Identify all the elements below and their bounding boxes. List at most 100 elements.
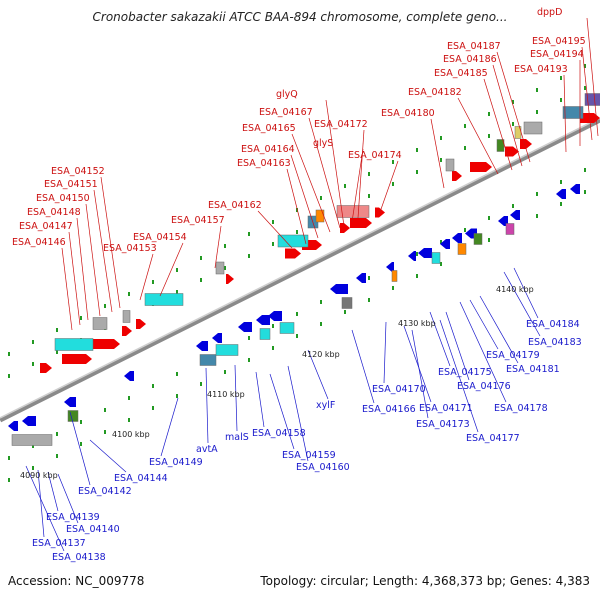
gene-label-top[interactable]: ESA_04147 xyxy=(19,221,73,232)
gene-label-bottom[interactable]: ESA_04142 xyxy=(78,486,132,497)
gene-forward-2[interactable] xyxy=(92,339,120,349)
gene-box-top-5[interactable] xyxy=(277,234,309,248)
gene-label-bottom[interactable]: ESA_04178 xyxy=(494,403,548,414)
gene-box-bottom-4[interactable] xyxy=(259,328,271,340)
gene-box-bottom-7[interactable] xyxy=(391,270,398,282)
gene-label-bottom[interactable]: ESA_04183 xyxy=(528,337,582,348)
gene-label-bottom[interactable]: xylF xyxy=(316,400,335,411)
gene-forward-6[interactable] xyxy=(285,248,301,259)
gene-label-top[interactable]: ESA_04150 xyxy=(36,193,90,204)
gene-reverse-19[interactable] xyxy=(556,189,566,199)
gene-reverse-10[interactable] xyxy=(356,273,366,283)
gene-box-top-7[interactable] xyxy=(315,209,325,223)
gene-label-bottom[interactable]: ESA_04160 xyxy=(296,462,350,473)
gene-box-top-2[interactable] xyxy=(144,293,184,306)
gene-forward-14[interactable] xyxy=(520,139,532,149)
gene-box-bottom-9[interactable] xyxy=(457,243,467,255)
gene-reverse-0[interactable] xyxy=(8,421,18,431)
gene-label-bottom[interactable]: ESA_04173 xyxy=(416,419,470,430)
gene-label-top[interactable]: glyQ xyxy=(276,89,298,100)
gene-forward-1[interactable] xyxy=(62,354,92,364)
gene-reverse-1[interactable] xyxy=(22,416,36,426)
gene-label-bottom[interactable]: ESA_04170 xyxy=(372,384,426,395)
gene-box-top-10[interactable] xyxy=(496,139,505,152)
gene-box-top-9[interactable] xyxy=(445,158,455,172)
gene-box-top-3[interactable] xyxy=(122,310,131,323)
gene-reverse-8[interactable] xyxy=(268,311,282,321)
gene-box-bottom-10[interactable] xyxy=(473,233,483,245)
gene-box-bottom-1[interactable] xyxy=(67,410,79,422)
gene-label-bottom[interactable]: ESA_04137 xyxy=(32,538,86,549)
gene-label-bottom[interactable]: ESA_04179 xyxy=(486,350,540,361)
gene-forward-4[interactable] xyxy=(136,319,146,329)
gene-forward-3[interactable] xyxy=(122,326,132,336)
gene-label-top[interactable]: ESA_04164 xyxy=(241,144,295,155)
gene-label-top[interactable]: ESA_04180 xyxy=(381,108,435,119)
gene-label-bottom[interactable]: ESA_04140 xyxy=(66,524,120,535)
gene-label-bottom[interactable]: ESA_04144 xyxy=(114,473,168,484)
gene-reverse-15[interactable] xyxy=(452,233,462,243)
gene-label-top[interactable]: ESA_04194 xyxy=(530,49,584,60)
gene-label-top[interactable]: ESA_04151 xyxy=(44,179,98,190)
gene-box-top-4[interactable] xyxy=(215,261,225,275)
gene-reverse-13[interactable] xyxy=(418,248,432,258)
gene-forward-11[interactable] xyxy=(452,171,462,181)
gene-box-bottom-3[interactable] xyxy=(215,344,239,356)
gene-label-top[interactable]: ESA_04153 xyxy=(103,243,157,254)
gene-label-top[interactable]: ESA_04165 xyxy=(242,123,296,134)
gene-reverse-6[interactable] xyxy=(238,322,252,332)
gene-label-top[interactable]: ESA_04162 xyxy=(208,200,262,211)
gene-label-bottom[interactable]: ESA_04166 xyxy=(362,404,416,415)
gene-label-bottom[interactable]: ESA_04159 xyxy=(282,450,336,461)
gene-label-top[interactable]: ESA_04172 xyxy=(314,119,368,130)
gene-reverse-5[interactable] xyxy=(212,333,222,343)
gene-label-top[interactable]: ESA_04182 xyxy=(408,87,462,98)
gene-label-bottom[interactable]: ESA_04175 xyxy=(438,367,492,378)
gene-label-top[interactable]: glyS xyxy=(313,138,333,149)
gene-reverse-7[interactable] xyxy=(256,315,270,325)
gene-label-bottom[interactable]: ESA_04139 xyxy=(46,512,100,523)
gene-box-bottom-0[interactable] xyxy=(11,434,53,446)
gene-label-top[interactable]: ESA_04148 xyxy=(27,207,81,218)
gene-label-top[interactable]: ESA_04193 xyxy=(514,64,568,75)
gene-label-top[interactable]: ESA_04174 xyxy=(348,150,402,161)
gene-forward-5[interactable] xyxy=(226,274,234,284)
gene-label-top[interactable]: ESA_04163 xyxy=(237,158,291,169)
gene-label-bottom[interactable]: ESA_04181 xyxy=(506,364,560,375)
gene-label-bottom[interactable]: ESA_04184 xyxy=(526,319,580,330)
gene-reverse-9[interactable] xyxy=(330,284,348,294)
gene-box-bottom-6[interactable] xyxy=(341,297,353,309)
gene-label-bottom[interactable]: ESA_04171 xyxy=(419,403,473,414)
gene-reverse-4[interactable] xyxy=(196,341,208,351)
gene-label-top[interactable]: ESA_04187 xyxy=(447,41,501,52)
gene-forward-13[interactable] xyxy=(505,146,519,157)
gene-box-bottom-8[interactable] xyxy=(431,252,441,264)
gene-label-top[interactable]: ESA_04152 xyxy=(51,166,105,177)
gene-box-bottom-11[interactable] xyxy=(505,223,515,235)
gene-reverse-17[interactable] xyxy=(498,216,508,226)
gene-forward-15[interactable] xyxy=(580,113,600,123)
gene-label-bottom[interactable]: ESA_04177 xyxy=(466,433,520,444)
gene-label-bottom[interactable]: malS xyxy=(225,432,249,443)
gene-box-top-13[interactable] xyxy=(562,106,584,119)
gene-label-top[interactable]: ESA_04154 xyxy=(133,232,187,243)
gene-reverse-20[interactable] xyxy=(570,184,580,194)
gene-box-top-12[interactable] xyxy=(523,121,543,135)
gene-reverse-14[interactable] xyxy=(440,239,450,249)
gene-label-top[interactable]: ESA_04195 xyxy=(532,36,586,47)
gene-label-top[interactable]: ESA_04157 xyxy=(171,215,225,226)
gene-label-top[interactable]: ESA_04186 xyxy=(443,54,497,65)
gene-label-bottom[interactable]: ESA_04149 xyxy=(149,457,203,468)
gene-label-bottom[interactable]: avtA xyxy=(196,444,218,455)
gene-label-top[interactable]: ESA_04146 xyxy=(12,237,66,248)
gene-box-bottom-2[interactable] xyxy=(199,354,217,366)
gene-forward-9[interactable] xyxy=(350,218,372,228)
gene-forward-0[interactable] xyxy=(40,363,52,373)
gene-reverse-12[interactable] xyxy=(408,251,416,261)
gene-box-top-14[interactable] xyxy=(584,93,600,106)
gene-reverse-3[interactable] xyxy=(124,371,134,381)
gene-box-bottom-5[interactable] xyxy=(279,322,295,334)
gene-forward-8[interactable] xyxy=(340,223,350,233)
gene-forward-12[interactable] xyxy=(470,162,492,172)
